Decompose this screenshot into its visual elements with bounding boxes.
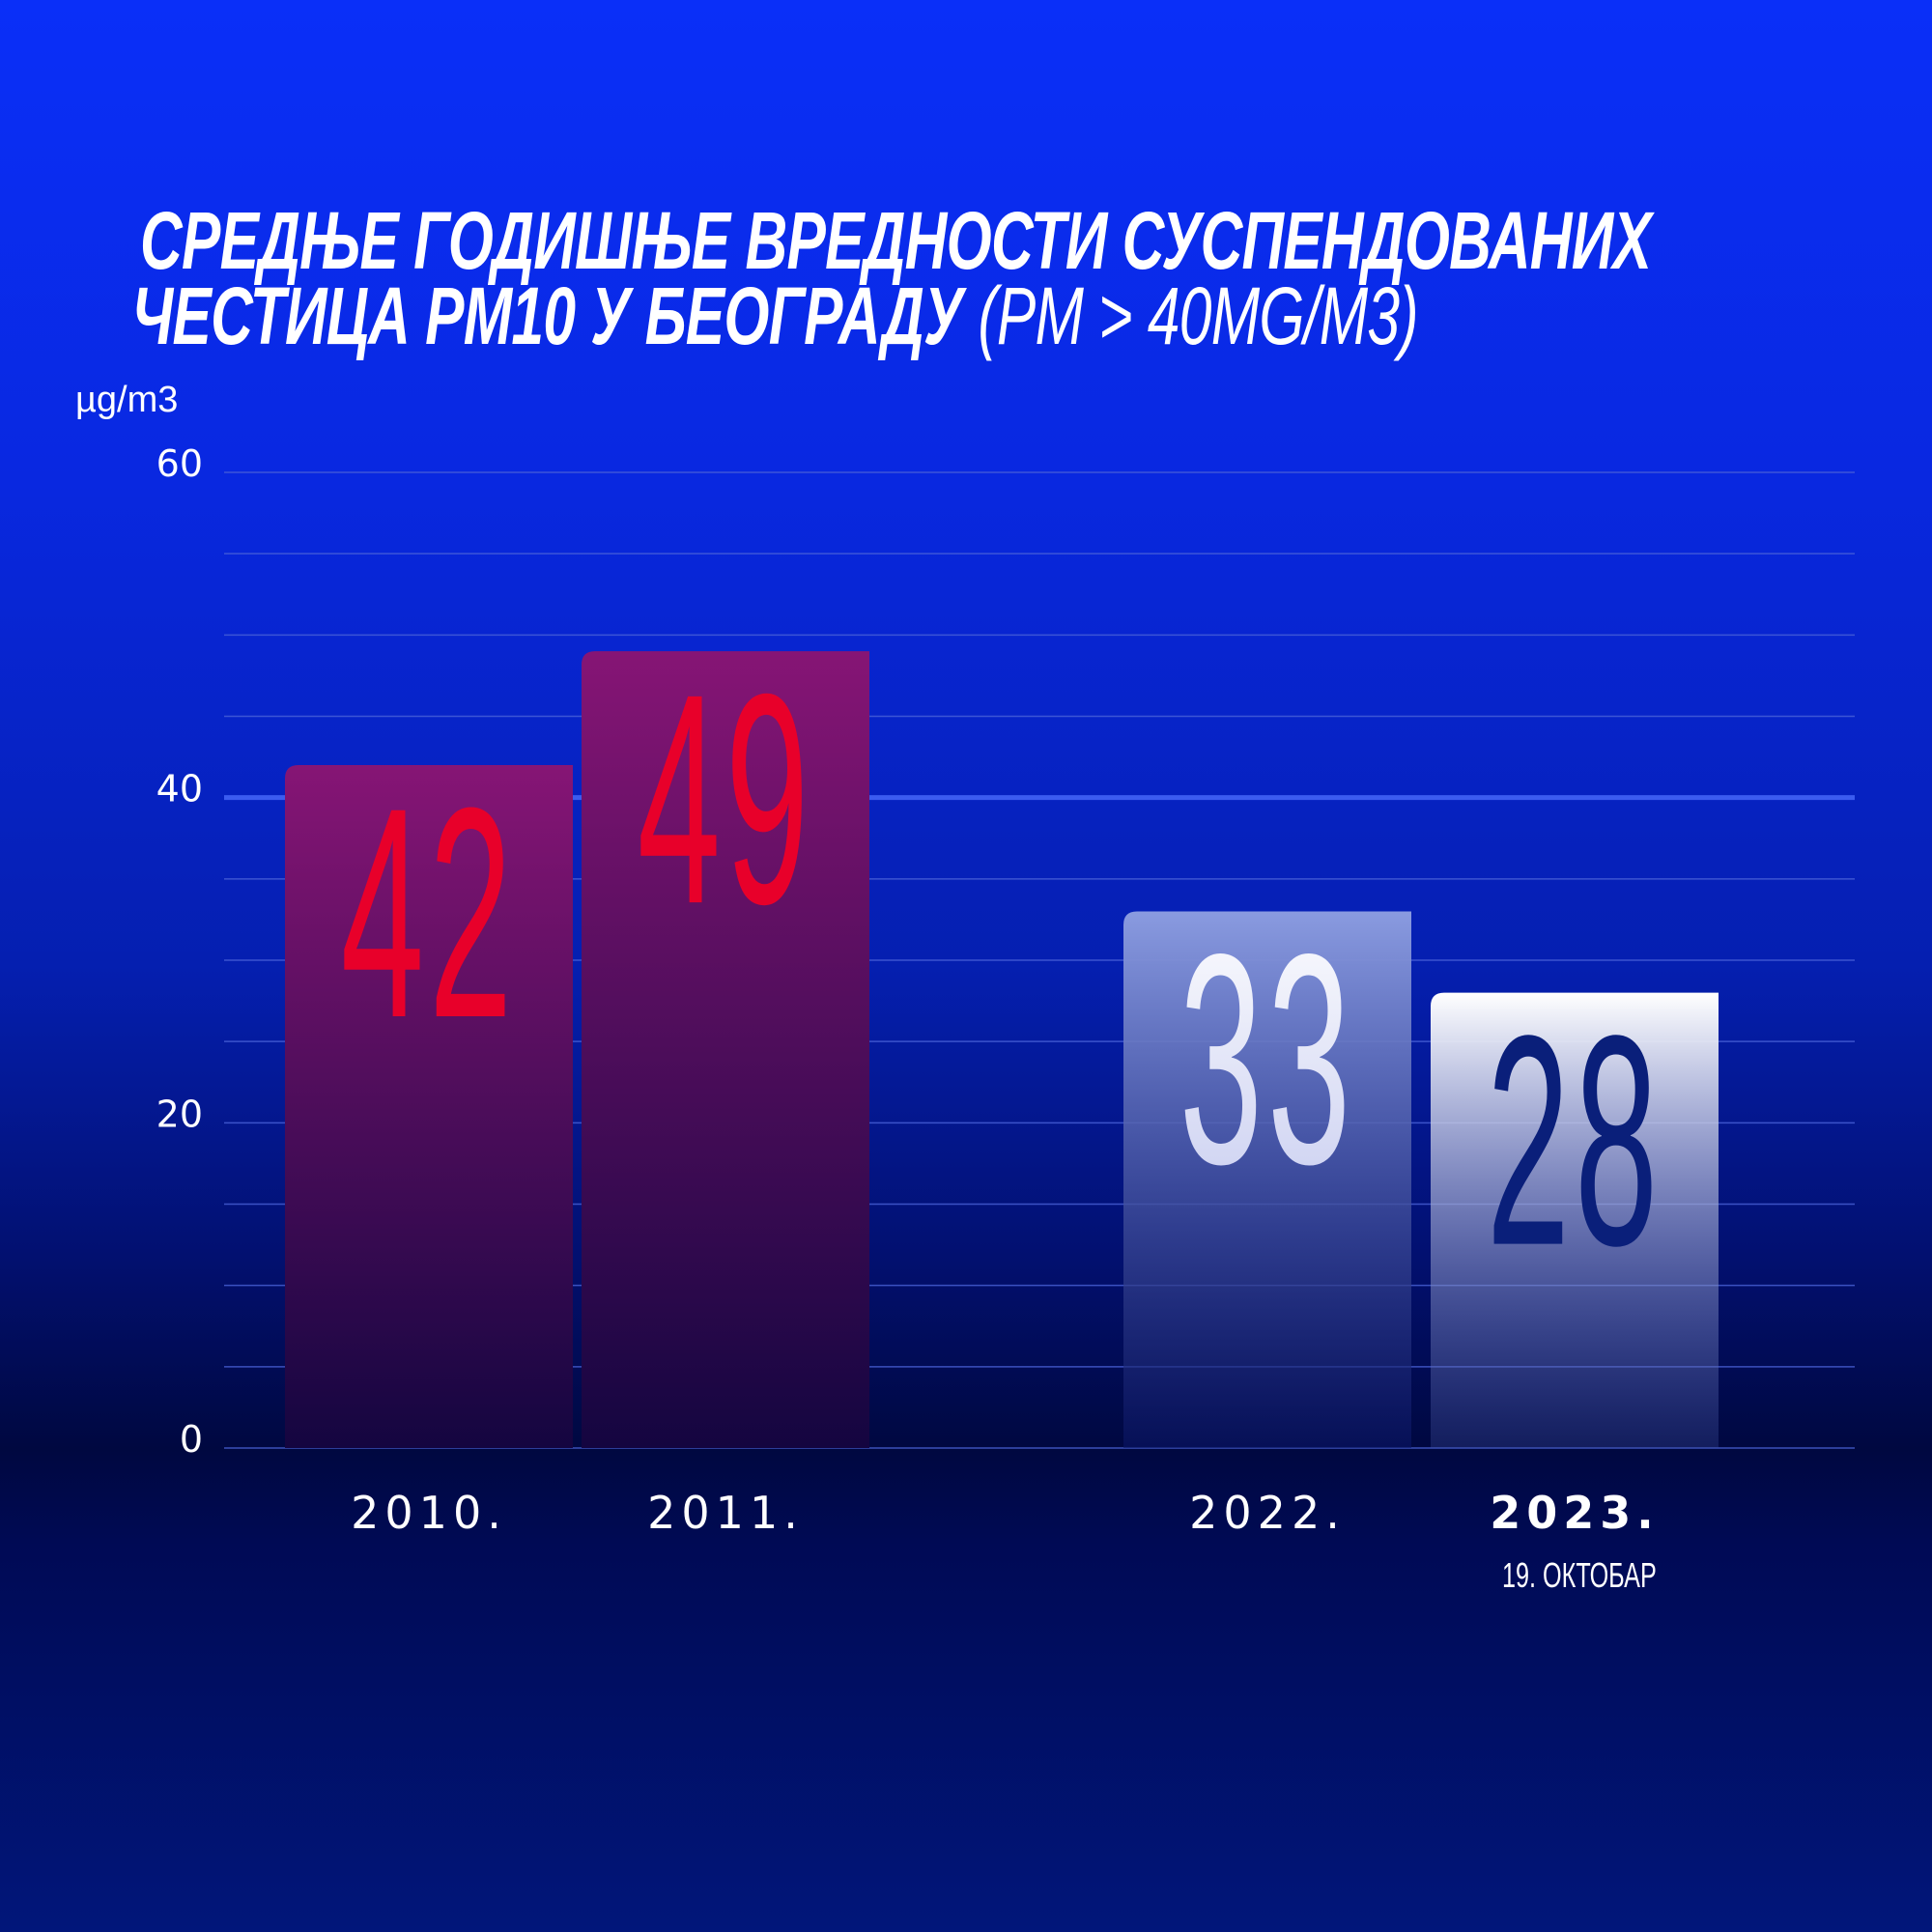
- data-label: 33: [1179, 892, 1355, 1227]
- y-tick-label: 60: [156, 442, 203, 485]
- data-label: 28: [1487, 973, 1662, 1308]
- title-line-2: ЧЕСТИЦА PM10 У БЕОГРАДУ (PM > 40MG/M3): [131, 275, 1651, 356]
- bar-2011: [582, 651, 869, 1448]
- x-tick-label: 2022.: [1189, 1487, 1346, 1539]
- x-tick-label: 2011.: [647, 1487, 804, 1539]
- data-label: 49: [638, 631, 813, 966]
- y-axis-unit: µg/m3: [75, 380, 179, 420]
- x-tick-label: 2023.: [1490, 1487, 1660, 1539]
- y-tick-label: 40: [156, 768, 203, 810]
- y-tick-label: 0: [180, 1418, 203, 1461]
- x-tick-label: 2010.: [351, 1487, 507, 1539]
- y-tick-label: 20: [156, 1093, 203, 1135]
- x-sublabel-2023: 19. ОКТОБАР: [1502, 1555, 1657, 1595]
- data-label: 42: [341, 745, 517, 1080]
- bar-2023: [1431, 992, 1719, 1448]
- bar-2010: [285, 765, 573, 1448]
- title-line-2-light: (PM > 40MG/M3): [978, 270, 1418, 361]
- title-line-2-bold: ЧЕСТИЦА PM10 У БЕОГРАДУ: [131, 270, 963, 361]
- chart-title: СРЕДЊЕ ГОДИШЊЕ ВРЕДНОСТИ СУСПЕНДОВАНИХ Ч…: [131, 195, 1652, 356]
- bar-2022: [1123, 911, 1411, 1448]
- title-line-1: СРЕДЊЕ ГОДИШЊЕ ВРЕДНОСТИ СУСПЕНДОВАНИХ: [140, 195, 1652, 286]
